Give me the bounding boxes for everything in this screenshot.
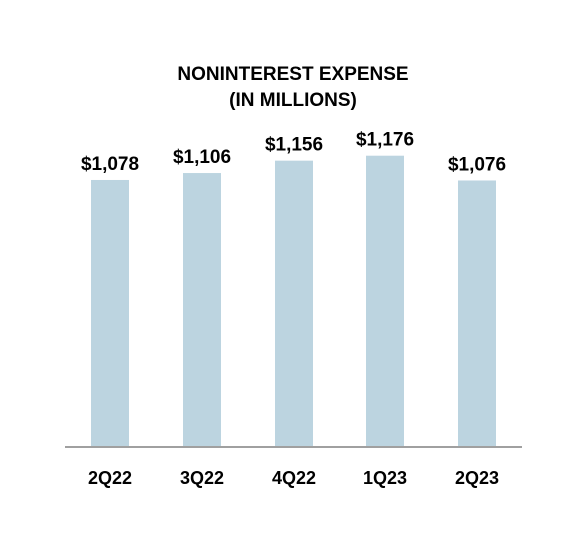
bar-2q23	[458, 180, 496, 448]
bars-group: $1,078 2Q22 $1,106 3Q22 $1,156 4Q22 $1,176 1Q23…	[81, 130, 506, 488]
value-label-3q22: $1,106	[173, 147, 231, 168]
bar-4q22	[275, 160, 313, 447]
chart-title-line-2: (IN MILLIONS)	[229, 90, 357, 111]
chart-title-line-1: NONINTEREST EXPENSE	[177, 64, 408, 85]
value-label-2q23: $1,076	[448, 154, 506, 175]
bar-3q22	[183, 173, 221, 448]
value-label-1q23: $1,176	[356, 130, 414, 151]
category-label-2q23: 2Q23	[455, 468, 499, 488]
value-label-2q22: $1,078	[81, 154, 139, 175]
category-label-2q22: 2Q22	[88, 468, 132, 488]
value-label-4q22: $1,156	[265, 135, 323, 156]
category-label-4q22: 4Q22	[272, 468, 316, 488]
bar-2q22	[91, 179, 129, 447]
category-label-1q23: 1Q23	[363, 468, 407, 488]
bar-1q23	[366, 155, 404, 447]
category-label-3q22: 3Q22	[180, 468, 224, 488]
